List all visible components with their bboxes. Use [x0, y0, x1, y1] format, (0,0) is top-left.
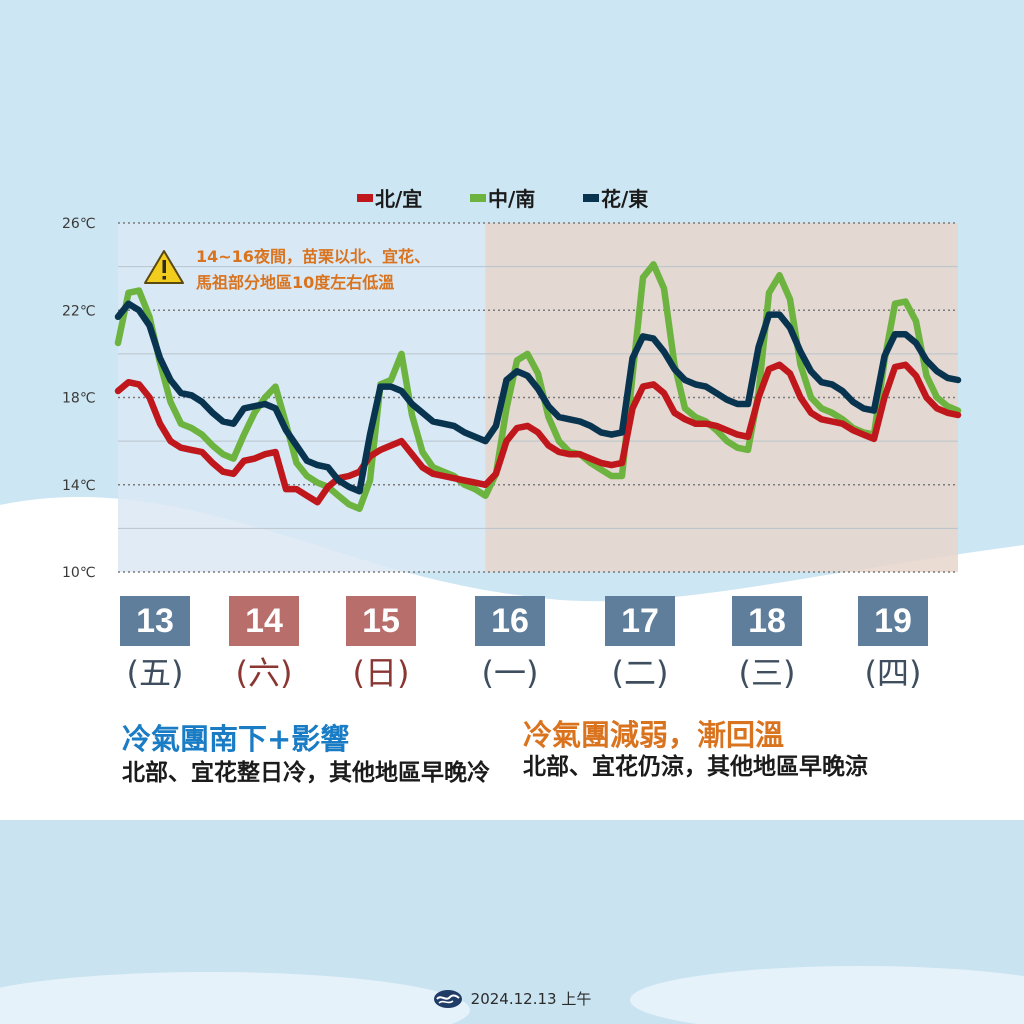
day-box-18: 18 — [732, 596, 802, 646]
y-tick-label: 26℃ — [62, 216, 96, 232]
weekday-label-13: (五) — [126, 654, 184, 692]
weekday-label-17: (二) — [611, 654, 669, 692]
annotation-line-2: 馬祖部分地區10度左右低溫 — [196, 273, 394, 292]
right-summary-body: 北部、宜花仍涼，其他地區早晚涼 — [523, 754, 868, 780]
y-tick-label: 14℃ — [62, 478, 96, 494]
legend-label-1: 中/南 — [488, 187, 535, 211]
warning-icon — [144, 250, 184, 284]
legend-label-2: 花/東 — [601, 187, 648, 211]
day-box-14: 14 — [229, 596, 299, 646]
day-box-13: 13 — [120, 596, 190, 646]
y-tick-label: 18℃ — [62, 391, 96, 407]
series-line-0 — [114, 361, 962, 506]
weekday-label-18: (三) — [738, 654, 796, 692]
legend-label-0: 北/宜 — [375, 187, 422, 211]
left-summary-title: 冷氣團南下+影響 — [122, 722, 350, 756]
day-box-16: 16 — [475, 596, 545, 646]
cwa-logo-icon — [433, 989, 462, 1008]
y-tick-label: 22℃ — [62, 303, 96, 319]
day-box-15: 15 — [346, 596, 416, 646]
low-temp-annotation: 14~16夜間，苗栗以北、宜花、 馬祖部分地區10度左右低溫 — [144, 247, 430, 292]
y-tick-label: 10℃ — [62, 565, 96, 581]
series-line-2 — [114, 300, 962, 495]
footer: 2024.12.13 上午 — [0, 988, 1024, 1009]
legend-swatch-2 — [583, 194, 599, 202]
weekday-label-15: (日) — [352, 654, 410, 692]
footer-date: 2024.12.13 上午 — [470, 990, 592, 1008]
left-summary-body: 北部、宜花整日冷，其他地區早晚冷 — [122, 760, 490, 786]
weekday-label-16: (一) — [481, 654, 539, 692]
legend-swatch-0 — [357, 194, 373, 202]
right-summary-title: 冷氣團減弱，漸回溫 — [523, 718, 785, 752]
legend-swatch-1 — [470, 194, 486, 202]
weekday-label-19: (四) — [864, 654, 922, 692]
day-box-17: 17 — [605, 596, 675, 646]
day-box-19: 19 — [858, 596, 928, 646]
annotation-line-1: 14~16夜間，苗栗以北、宜花、 — [196, 247, 430, 266]
weekday-label-14: (六) — [235, 654, 293, 692]
